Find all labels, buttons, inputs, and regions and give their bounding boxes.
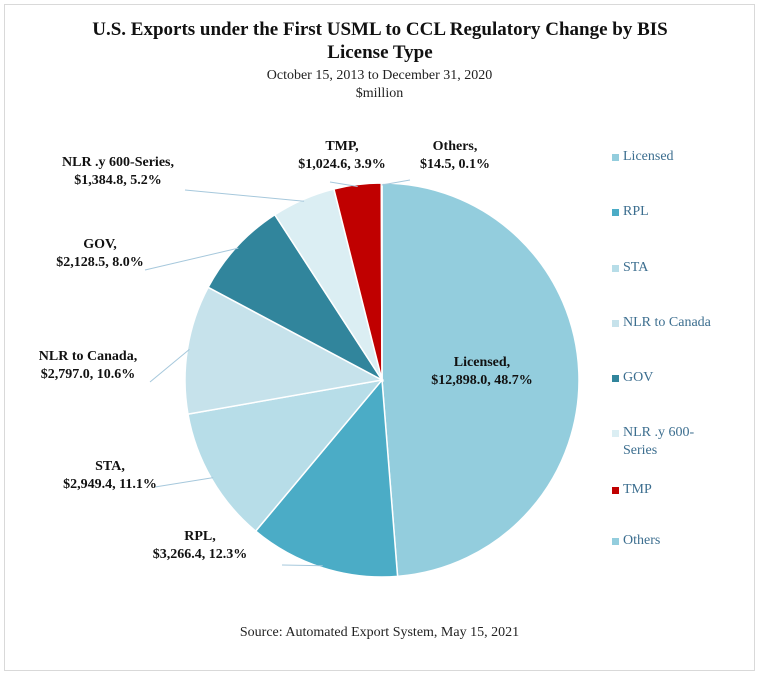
legend-swatch bbox=[612, 375, 619, 382]
legend-item: GOV bbox=[612, 369, 737, 387]
pie-slice bbox=[184, 286, 385, 416]
leader-line bbox=[144, 247, 239, 271]
source-note: Source: Automated Export System, May 15,… bbox=[239, 625, 520, 640]
data-label: NLR .y 600-Series, $1,384.8, 5.2% bbox=[62, 155, 174, 188]
data-label: NLR to Canada, $2,797.0, 10.6% bbox=[39, 349, 137, 382]
legend-label: NLR .y 600-Series bbox=[623, 425, 695, 458]
unit-label: $million bbox=[355, 86, 404, 101]
leader-line bbox=[154, 477, 214, 488]
data-label: Others, $14.5, 0.1% bbox=[420, 139, 490, 172]
legend-swatch bbox=[612, 538, 619, 545]
legend-item: STA bbox=[612, 259, 737, 277]
legend-swatch bbox=[612, 209, 619, 216]
chart-subtitle: October 15, 2013 to December 31, 2020 bbox=[266, 68, 493, 83]
data-label: TMP, $1,024.6, 3.9% bbox=[298, 139, 386, 172]
leader-line bbox=[329, 181, 358, 188]
legend-label: GOV bbox=[623, 370, 654, 385]
pie-slice bbox=[207, 213, 385, 383]
legend-item: NLR to Canada bbox=[612, 314, 737, 332]
legend-swatch bbox=[612, 487, 619, 494]
pie-slice bbox=[187, 378, 384, 533]
legend-label: TMP bbox=[623, 482, 652, 497]
pie-slice bbox=[380, 182, 383, 381]
pie-slice bbox=[254, 378, 399, 578]
chart-title: U.S. Exports under the First USML to CCL… bbox=[92, 19, 668, 63]
legend-item: Others bbox=[612, 532, 737, 550]
data-label: RPL, $3,266.4, 12.3% bbox=[153, 529, 248, 562]
legend-label: RPL bbox=[623, 204, 649, 219]
data-label: STA, $2,949.4, 11.1% bbox=[63, 459, 157, 492]
legend-swatch bbox=[612, 154, 619, 161]
legend-item: NLR .y 600-Series bbox=[612, 424, 737, 460]
legend-swatch bbox=[612, 430, 619, 437]
data-label: Licensed, $12,898.0, 48.7% bbox=[431, 355, 533, 388]
legend-swatch bbox=[612, 265, 619, 272]
leader-line bbox=[381, 179, 411, 186]
legend-item: Licensed bbox=[612, 148, 737, 166]
leader-line bbox=[149, 348, 190, 383]
leader-line bbox=[184, 189, 305, 202]
legend-label: Licensed bbox=[623, 149, 674, 164]
legend-label: NLR to Canada bbox=[623, 315, 711, 330]
leader-line bbox=[281, 564, 323, 567]
legend-swatch bbox=[612, 320, 619, 327]
legend-label: Others bbox=[623, 533, 661, 548]
data-label: GOV, $2,128.5, 8.0% bbox=[56, 237, 144, 270]
pie-slice bbox=[381, 182, 580, 578]
legend-item: RPL bbox=[612, 203, 737, 221]
legend-item: TMP bbox=[612, 481, 737, 499]
legend-label: STA bbox=[623, 260, 649, 275]
